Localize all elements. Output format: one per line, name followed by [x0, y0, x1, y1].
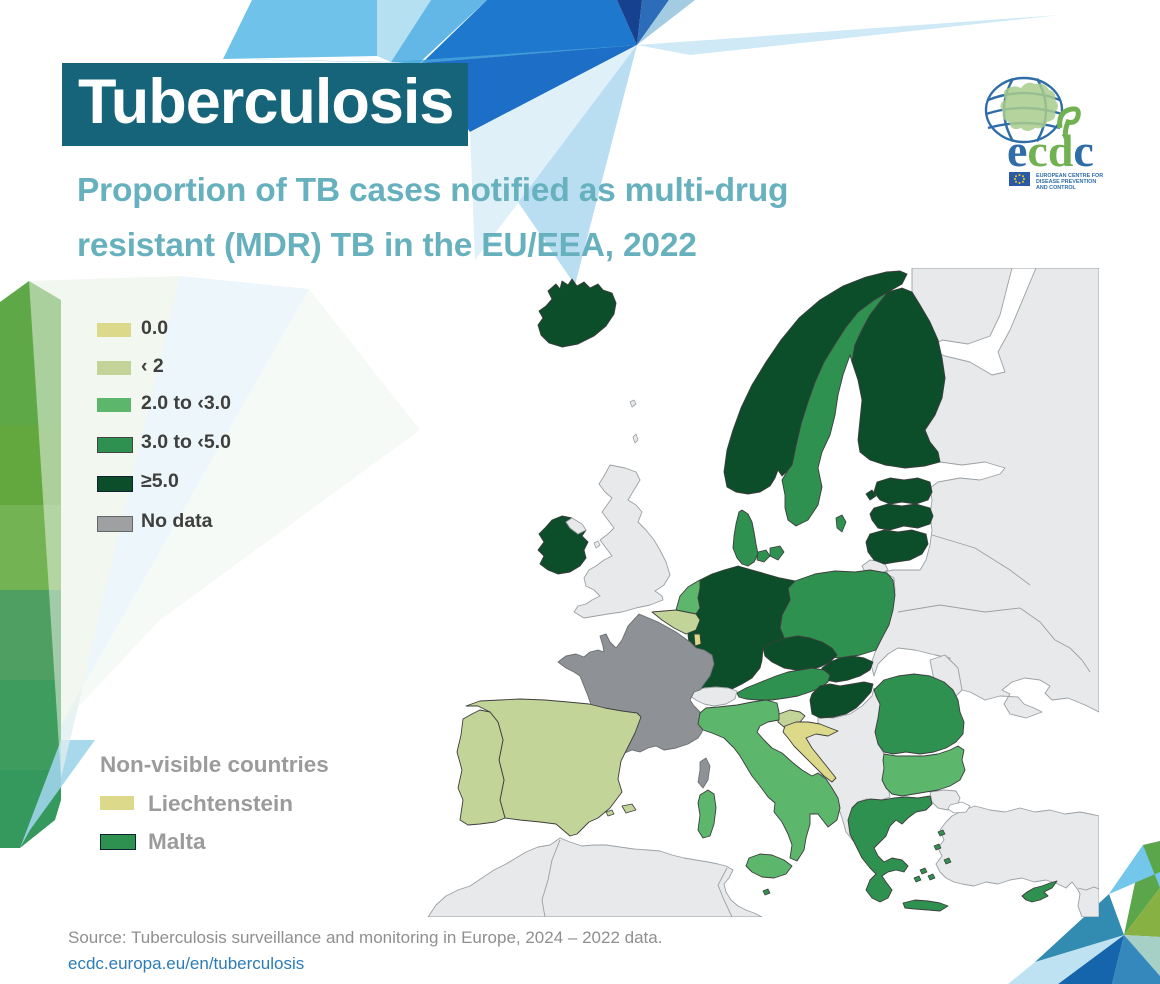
svg-text:AND CONTROL: AND CONTROL: [1036, 185, 1077, 191]
svg-text:DISEASE PREVENTION: DISEASE PREVENTION: [1036, 179, 1096, 185]
svg-text:ecdc: ecdc: [1007, 125, 1094, 176]
svg-text:EUROPEAN CENTRE FOR: EUROPEAN CENTRE FOR: [1036, 173, 1103, 179]
